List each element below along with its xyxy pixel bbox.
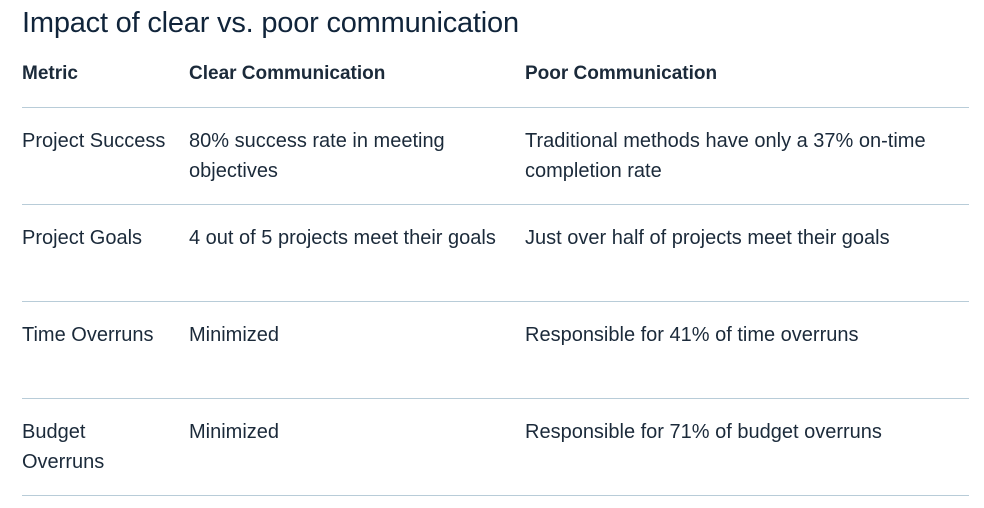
poor-communication-cell: Responsible for 41% of time overruns bbox=[525, 301, 969, 399]
poor-communication-cell: Responsible for 71% of budget overruns bbox=[525, 398, 969, 496]
metric-cell: Budget Overruns bbox=[22, 398, 189, 496]
table-row: Budget Overruns Minimized Responsible fo… bbox=[22, 398, 969, 496]
column-header-poor-communication: Poor Communication bbox=[525, 50, 969, 108]
column-header-clear-communication: Clear Communication bbox=[189, 50, 525, 108]
clear-communication-cell: Minimized bbox=[189, 301, 525, 399]
clear-communication-cell: Minimized bbox=[189, 398, 525, 496]
metric-cell: Time Overruns bbox=[22, 301, 189, 399]
metric-cell: Project Success bbox=[22, 107, 189, 205]
page-title: Impact of clear vs. poor communication bbox=[22, 7, 519, 39]
table-row: Project Success 80% success rate in meet… bbox=[22, 107, 969, 205]
clear-communication-cell: 80% success rate in meeting objectives bbox=[189, 107, 525, 205]
table-row: Project Goals 4 out of 5 projects meet t… bbox=[22, 204, 969, 302]
poor-communication-cell: Just over half of projects meet their go… bbox=[525, 204, 969, 302]
poor-communication-cell: Traditional methods have only a 37% on-t… bbox=[525, 107, 969, 205]
table-header-row: Metric Clear Communication Poor Communic… bbox=[22, 50, 969, 108]
comparison-table: Metric Clear Communication Poor Communic… bbox=[22, 50, 969, 496]
clear-communication-cell: 4 out of 5 projects meet their goals bbox=[189, 204, 525, 302]
table-row: Time Overruns Minimized Responsible for … bbox=[22, 301, 969, 399]
column-header-metric: Metric bbox=[22, 50, 189, 108]
metric-cell: Project Goals bbox=[22, 204, 189, 302]
